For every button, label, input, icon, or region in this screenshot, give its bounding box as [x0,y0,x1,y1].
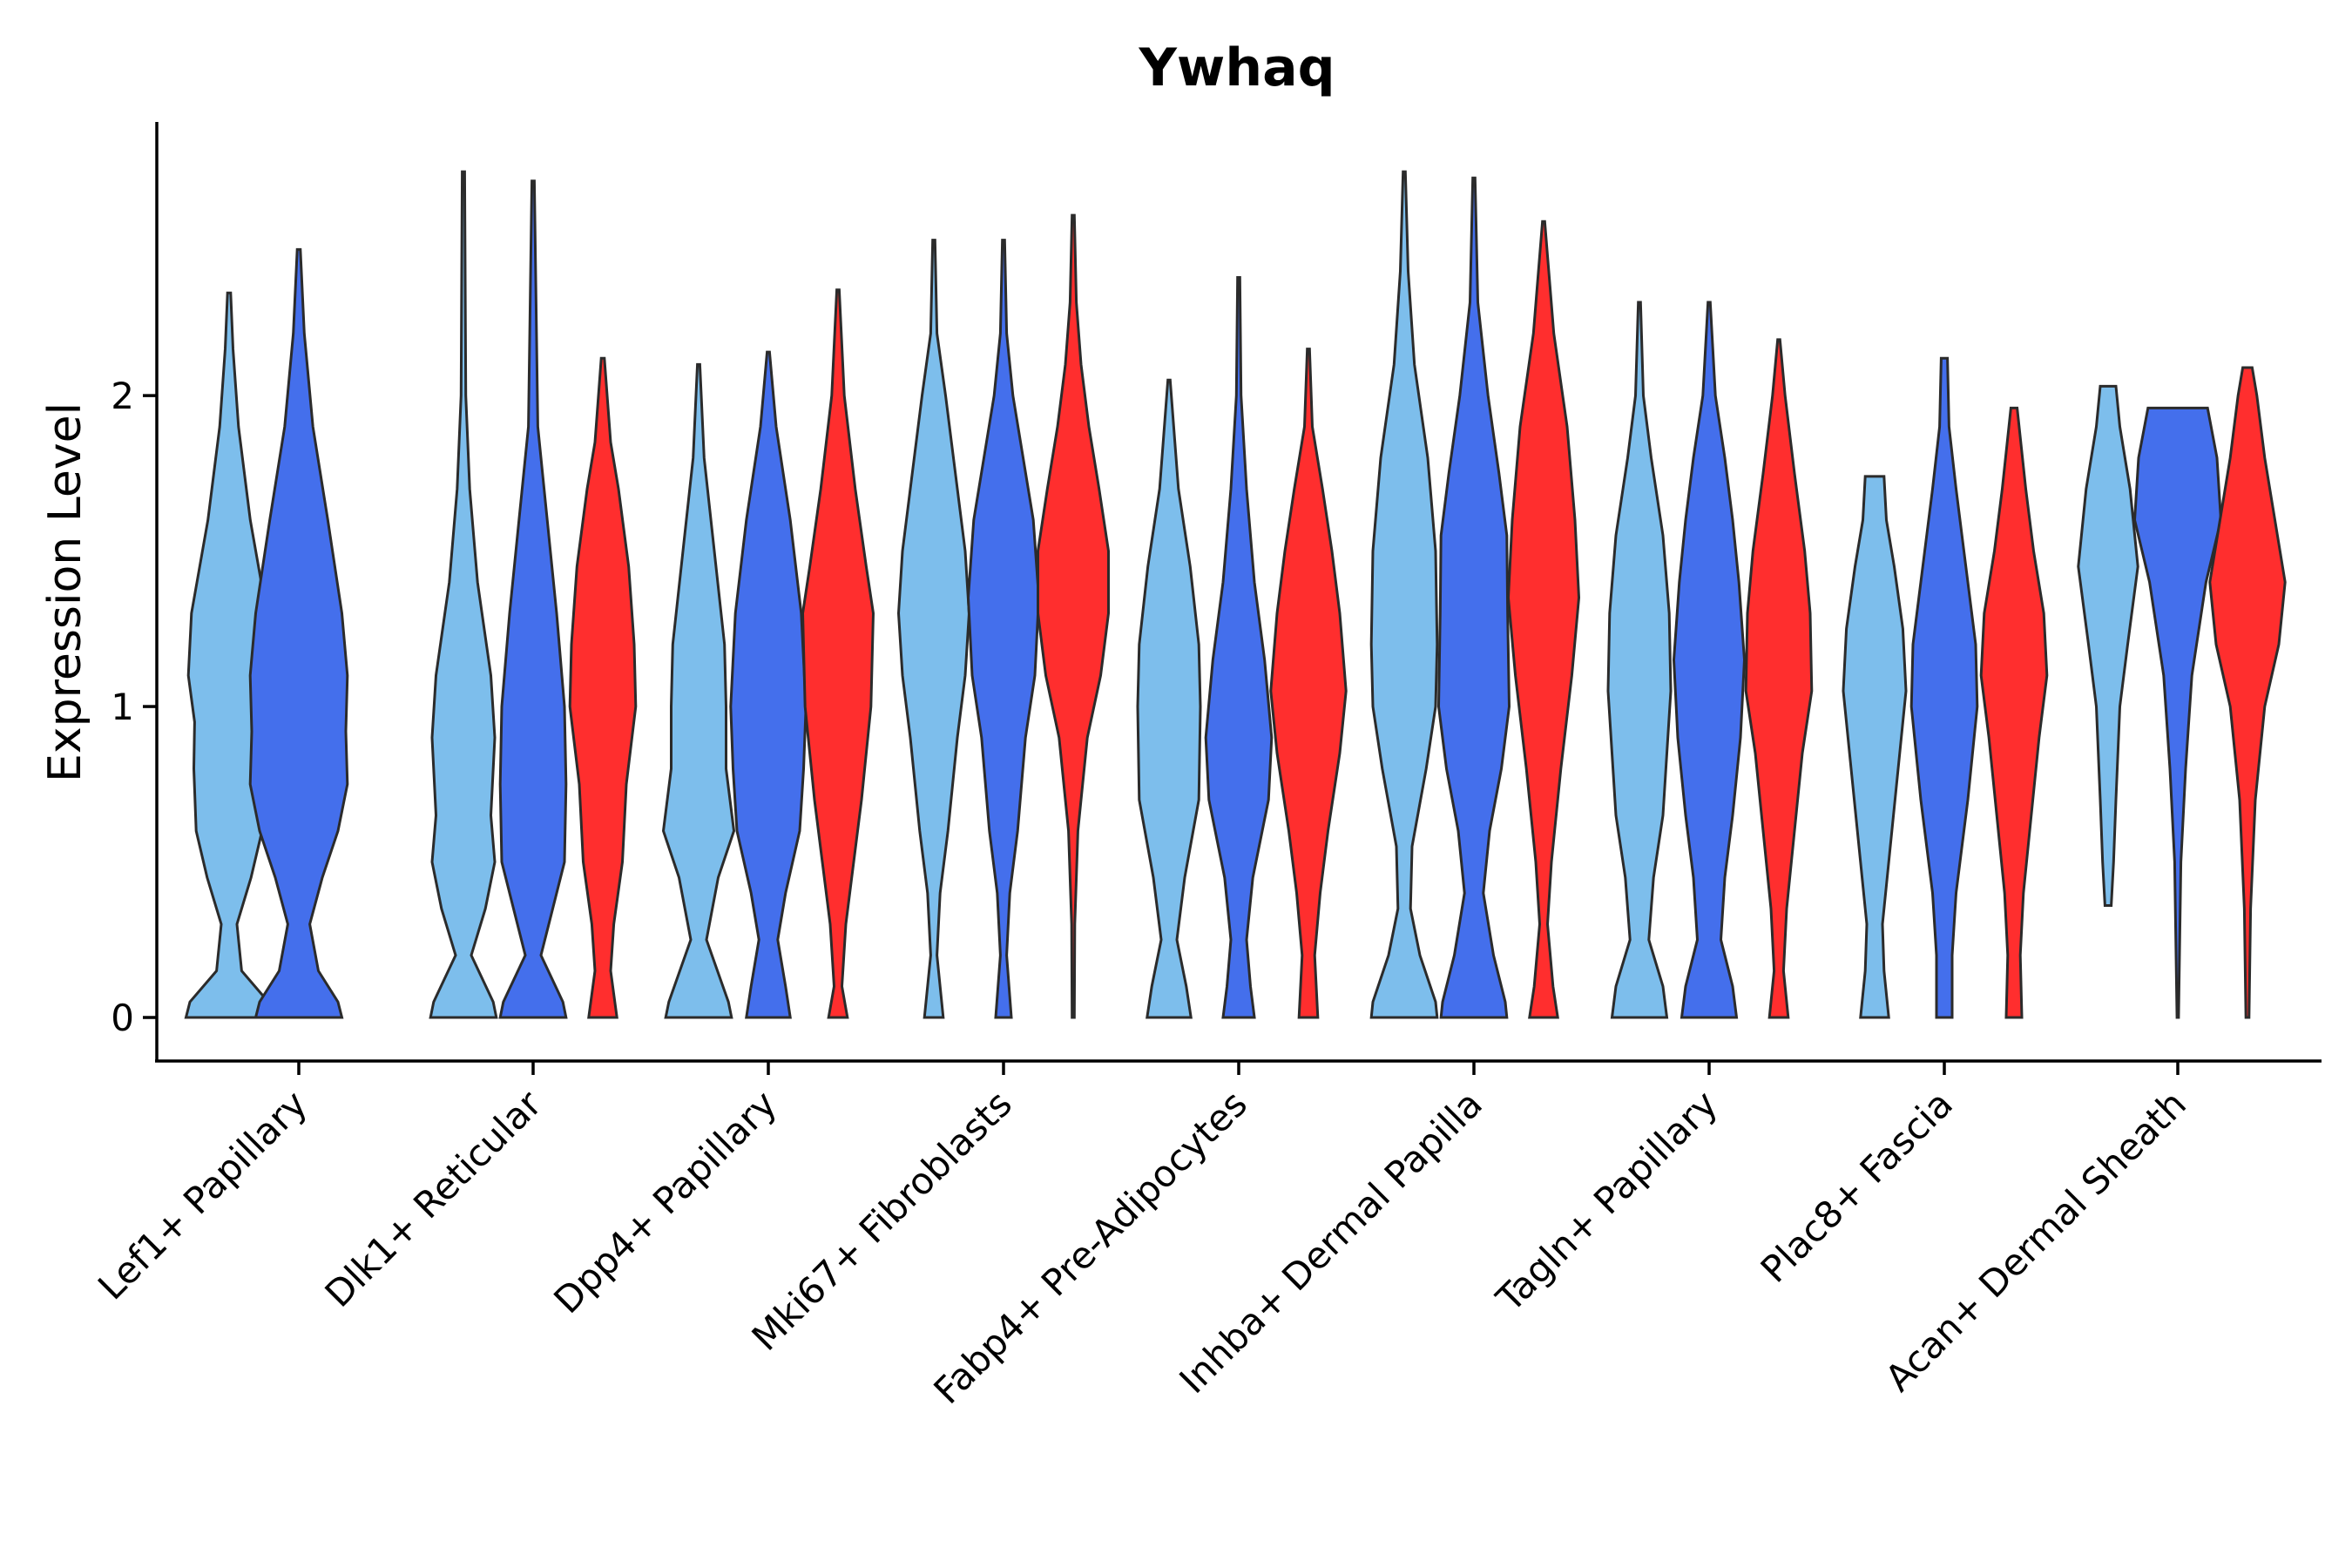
y-tick-label: 0 [111,997,134,1039]
violin-3-group-2 [1037,213,1110,1019]
violin-5-group-0 [1369,170,1439,1019]
y-axis-label: Expression Level [39,402,91,782]
y-ticks: 0 1 2 [111,375,157,1039]
x-tick-label: Dpp4+ Papillary [545,1082,785,1321]
violin-1-group-0 [429,170,498,1019]
violin-0-group-1 [248,247,349,1019]
violin-5-group-2 [1506,220,1581,1019]
violin-series-group [184,170,2287,1019]
violin-4-group-1 [1204,276,1274,1019]
chart-title: Ywhaq [1138,37,1335,98]
x-tick-label: Lef1+ Papillary [90,1082,315,1308]
x-tick-label: Tagln+ Papillary [1488,1082,1726,1320]
violin-7-group-2 [1979,406,2049,1019]
violin-3-group-1 [966,239,1041,1019]
violin-1-group-2 [568,356,638,1019]
violin-8-group-0 [2077,384,2139,907]
violin-1-group-1 [498,179,568,1019]
x-tick-label: Dlk1+ Reticular [317,1082,551,1315]
violin-4-group-2 [1269,348,1348,1019]
violin-5-group-1 [1436,176,1511,1019]
y-tick-label: 2 [111,375,134,417]
violin-6-group-0 [1606,301,1673,1019]
x-tick-label: Plac8+ Fascia [1753,1082,1961,1290]
violin-6-group-2 [1744,338,1814,1019]
violin-6-group-1 [1672,301,1747,1019]
violin-0-group-0 [184,291,274,1019]
violin-7-group-1 [1909,356,1979,1019]
violin-3-group-0 [896,239,971,1019]
violin-8-group-2 [2208,366,2287,1019]
y-tick-label: 1 [111,686,134,728]
x-tick-label: Mki67+ Fibroblasts [744,1082,1020,1358]
violin-8-group-1 [2132,406,2223,1019]
violin-2-group-1 [729,350,808,1019]
violin-7-group-0 [1842,475,1908,1019]
violin-2-group-2 [801,288,875,1019]
violin-2-group-0 [661,362,736,1019]
violin-4-group-0 [1136,378,1202,1019]
